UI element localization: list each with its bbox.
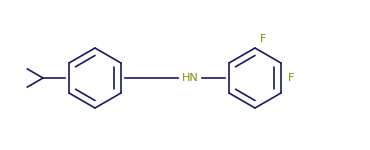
Text: HN: HN bbox=[182, 73, 198, 83]
Text: F: F bbox=[260, 34, 266, 44]
Text: F: F bbox=[288, 73, 295, 83]
